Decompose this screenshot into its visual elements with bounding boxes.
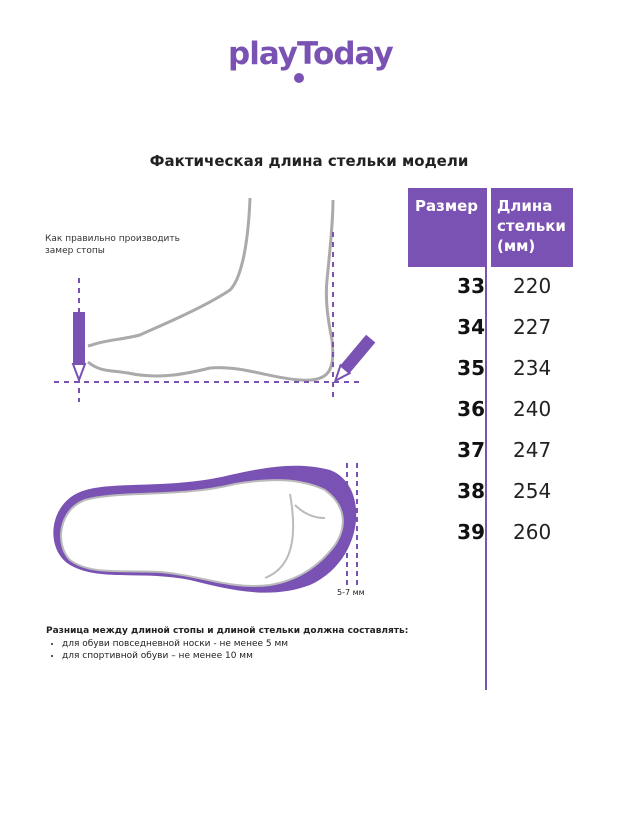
length-cell: 227 bbox=[513, 315, 552, 339]
table-row: 33 220 bbox=[408, 274, 578, 304]
table-divider bbox=[485, 188, 487, 690]
measure-hint: Как правильно производить замер стопы bbox=[45, 233, 180, 257]
size-cell: 34 bbox=[457, 315, 485, 339]
size-cell: 35 bbox=[457, 356, 485, 380]
logo-dot bbox=[294, 73, 304, 83]
brand-logo: playToday bbox=[228, 36, 394, 72]
size-cell: 33 bbox=[457, 274, 485, 298]
note-item: для обуви повседневной носки - не менее … bbox=[62, 639, 408, 649]
length-cell: 234 bbox=[513, 356, 552, 380]
table-row: 39 260 bbox=[408, 520, 578, 550]
length-cell: 260 bbox=[513, 520, 552, 544]
side-foot-illustration bbox=[54, 197, 376, 402]
fit-note: Разница между длиной стопы и длиной стел… bbox=[46, 626, 408, 663]
pencil-icon-left bbox=[71, 312, 87, 383]
length-cell: 247 bbox=[513, 438, 552, 462]
length-cell: 240 bbox=[513, 397, 552, 421]
size-cell: 39 bbox=[457, 520, 485, 544]
size-cell: 36 bbox=[457, 397, 485, 421]
insole-illustration bbox=[53, 463, 358, 593]
size-cell: 38 bbox=[457, 479, 485, 503]
note-item: для спортивной обуви – не менее 10 мм bbox=[62, 651, 408, 661]
table-row: 34 227 bbox=[408, 315, 578, 345]
length-cell: 220 bbox=[513, 274, 552, 298]
table-row: 37 247 bbox=[408, 438, 578, 468]
size-cell: 37 bbox=[457, 438, 485, 462]
table-row: 35 234 bbox=[408, 356, 578, 386]
note-heading: Разница между длиной стопы и длиной стел… bbox=[46, 626, 409, 636]
gap-label: 5-7 мм bbox=[337, 588, 365, 597]
hint-line: замер стопы bbox=[45, 246, 105, 256]
table-header-length: Длина стельки (мм) bbox=[491, 188, 573, 267]
page-title: Фактическая длина стельки модели bbox=[149, 152, 469, 170]
length-cell: 254 bbox=[513, 479, 552, 503]
table-row: 38 254 bbox=[408, 479, 578, 509]
table-header-size: Размер bbox=[408, 188, 485, 267]
pencil-icon-right bbox=[333, 334, 376, 383]
table-row: 36 240 bbox=[408, 397, 578, 427]
hint-line: Как правильно производить bbox=[45, 234, 180, 244]
